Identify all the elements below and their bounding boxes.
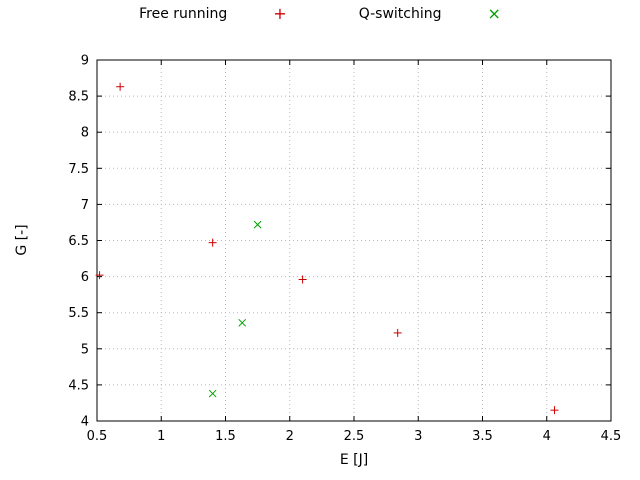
legend-item-free-running: Free running + <box>139 4 287 23</box>
x-tick-label: 2.5 <box>344 429 365 444</box>
data-point-plus <box>208 238 217 247</box>
y-tick-label: 7 <box>81 198 89 213</box>
y-tick-label: 8 <box>81 126 89 141</box>
x-tick-label: 4.5 <box>601 429 622 444</box>
y-tick-label: 9 <box>81 54 89 69</box>
x-tick-label: 0.5 <box>87 429 108 444</box>
y-tick-label: 4 <box>81 415 89 430</box>
data-point-plus <box>393 328 402 337</box>
y-tick-label: 5.5 <box>68 306 89 321</box>
data-point-cross <box>253 220 262 229</box>
y-tick-label: 8.5 <box>68 90 89 105</box>
x-tick-label: 1 <box>157 429 165 444</box>
legend: Free running + Q-switching × <box>0 4 640 23</box>
x-tick-label: 2 <box>286 429 294 444</box>
data-point-plus <box>95 271 104 280</box>
x-tick-label: 3 <box>414 429 422 444</box>
y-tick-label: 7.5 <box>68 162 89 177</box>
x-tick-label: 3.5 <box>472 429 493 444</box>
data-point-plus <box>116 82 125 91</box>
data-point-cross <box>238 318 247 327</box>
x-tick-label: 4 <box>543 429 551 444</box>
legend-label: Q-switching <box>358 6 442 22</box>
plus-marker-icon: + <box>273 4 287 23</box>
y-tick-label: 6.5 <box>68 234 89 249</box>
x-axis-label: E [J] <box>339 452 369 468</box>
cross-marker-icon: × <box>487 4 501 23</box>
x-tick-label: 1.5 <box>215 429 236 444</box>
data-point-cross <box>208 389 217 398</box>
data-point-plus <box>550 406 559 415</box>
data-point-plus <box>298 275 307 284</box>
legend-item-q-switching: Q-switching × <box>358 4 501 23</box>
y-tick-label: 6 <box>81 270 89 285</box>
y-tick-label: 4.5 <box>68 378 89 393</box>
legend-label: Free running <box>139 6 228 22</box>
y-tick-label: 5 <box>81 342 89 357</box>
